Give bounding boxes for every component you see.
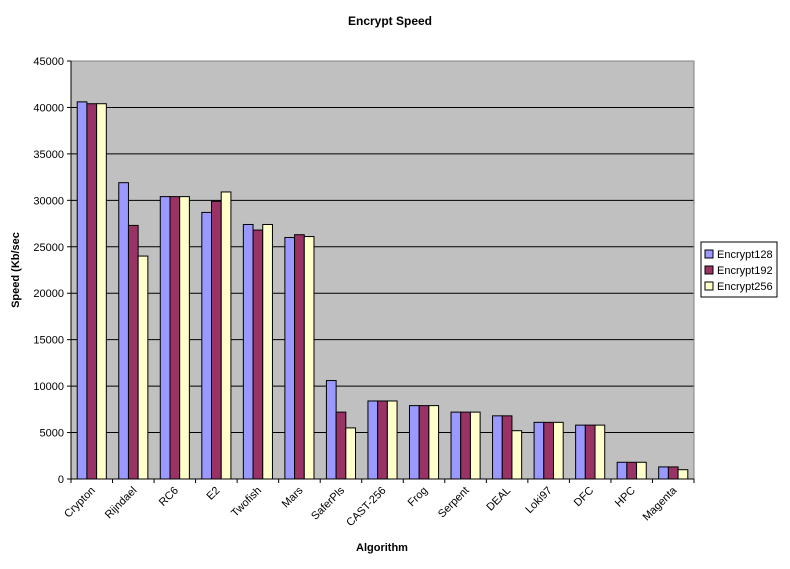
bar-encrypt192-rijndael [127,224,139,480]
bar-encrypt256-mars [303,236,315,480]
bar-encrypt192-e2 [211,200,222,480]
bar-encrypt128-magenta [658,466,669,480]
bar-encrypt128-dfc [575,424,586,480]
bar-encrypt192-cast-256 [377,400,388,480]
x-tick-label: RC6 [157,485,181,509]
bar-encrypt256-rc6 [179,196,190,480]
y-tick-label: 30000 [33,195,64,207]
bar-encrypt256-magenta [677,469,689,480]
y-axis-ticks: 0 5000 10000 15000 20000 25000 30000 35000 40000… [33,56,71,486]
legend-swatch [704,281,714,291]
bar-encrypt192-saferpls [335,411,347,480]
y-tick-label: 40000 [33,102,64,114]
bar-encrypt128-deal [492,415,503,480]
bar-encrypt128-rc6 [159,196,171,480]
y-tick-label: 0 [58,474,64,486]
y-tick-label: 5000 [40,428,64,440]
bar-encrypt256-rijndael [137,255,149,480]
legend-box [700,241,778,298]
bar-encrypt128-crypton [76,101,88,480]
bar-encrypt256-saferpls [345,427,357,480]
x-tick-label: E2 [204,485,222,503]
bar-encrypt256-e2 [220,191,232,480]
chart-title: Encrypt Speed [348,14,432,28]
x-tick-label: Frog [406,485,430,509]
bar-encrypt192-hpc [626,461,638,480]
bar-encrypt192-frog [418,405,430,480]
x-tick-label: SaferPls [309,484,347,522]
bar-encrypt128-serpent [450,411,462,480]
bar-encrypt256-serpent [469,411,481,480]
x-tick-label: Loki97 [523,485,554,516]
legend-swatch [704,265,714,275]
legend-label: Encrypt128 [717,249,773,261]
y-tick-label: 15000 [33,335,64,347]
x-axis-ticks: Crypton Rijndael RC6 E2 Twofish Mars SaferPlsC… [62,479,695,529]
x-tick-label: DEAL [484,485,513,514]
bar-encrypt256-hpc [636,461,647,480]
bar-encrypt192-loki97 [543,421,554,480]
x-tick-label: Rijndael [103,485,140,522]
x-tick-label: DFC [572,485,597,510]
bar-encrypt256-twofish [262,223,273,480]
bar-encrypt128-twofish [242,223,254,480]
axes [70,60,695,480]
x-tick-label: Mars [280,484,306,510]
y-tick-label: 35000 [33,149,64,161]
y-tick-label: 20000 [33,288,64,300]
bar-encrypt128-cast-256 [367,400,379,480]
bar-encrypt128-hpc [616,461,628,480]
y-tick-label: 45000 [33,56,64,68]
bar-encrypt256-cast-256 [386,400,398,480]
bar-encrypt192-serpent [460,411,471,480]
x-tick-label: CAST-256 [344,485,388,529]
x-tick-label: Crypton [62,485,98,521]
legend-swatch [704,249,714,259]
bar-encrypt128-frog [408,405,420,480]
x-tick-label: Twofish [229,485,264,520]
legend-label: Encrypt192 [717,265,773,277]
y-axis-title: Speed (Kb/sec [10,232,22,308]
bar-encrypt192-deal [501,415,513,480]
bar-encrypt192-dfc [584,424,596,480]
bar-encrypt192-magenta [667,466,679,480]
y-tick-label: 10000 [33,381,64,393]
bar-encrypt128-mars [284,236,296,480]
bar-encrypt128-saferpls [325,380,337,480]
bar-encrypt192-crypton [86,103,98,480]
legend-label: Encrypt256 [717,281,773,293]
x-tick-label: Serpent [436,485,472,521]
bar-encrypt256-deal [511,430,523,480]
y-tick-label: 25000 [33,242,64,254]
bar-encrypt256-loki97 [552,421,564,480]
bar-encrypt128-e2 [201,211,213,480]
bars [76,101,689,480]
bar-encrypt128-rijndael [118,182,129,480]
bar-encrypt128-loki97 [533,421,545,480]
x-axis-title: Algorithm [356,542,408,554]
bar-encrypt192-mars [294,234,305,480]
legend: Encrypt128 Encrypt192 Encrypt256 [700,241,778,298]
bar-encrypt192-twofish [252,229,264,480]
x-tick-label: Magenta [641,484,680,523]
bar-encrypt256-crypton [96,103,107,480]
bar-encrypt256-frog [428,405,440,480]
x-tick-label: HPC [613,485,638,510]
bar-encrypt192-rc6 [169,196,181,480]
bar-encrypt256-dfc [594,424,606,480]
